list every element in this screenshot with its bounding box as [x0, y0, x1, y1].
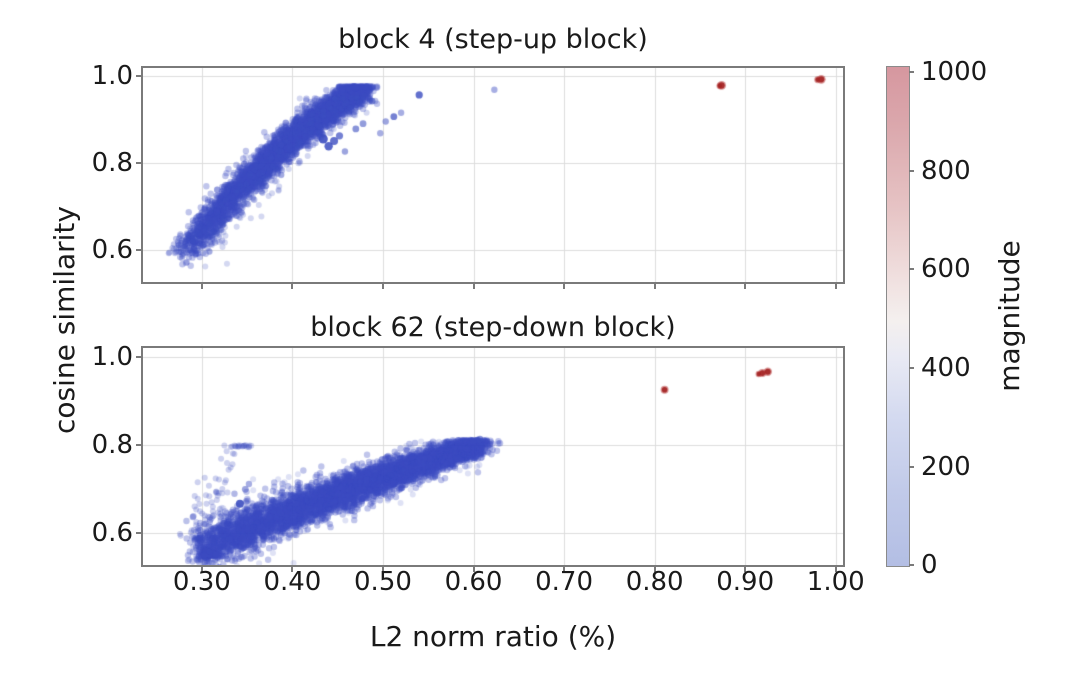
- plot-title-block-4: block 4 (step-up block): [338, 24, 648, 55]
- scatter-plot-block-62: [141, 346, 845, 567]
- x-tick-mark: [563, 567, 566, 572]
- x-tick-mark: [744, 284, 747, 289]
- colorbar-tick-label: 200: [921, 451, 971, 482]
- x-tick-mark: [563, 284, 566, 289]
- x-tick-mark: [200, 284, 203, 289]
- colorbar-tick-label: 1000: [921, 57, 988, 87]
- colorbar-tick-label: 600: [921, 254, 971, 285]
- x-tick-mark: [834, 567, 837, 572]
- y-tick-label: 1.0: [91, 342, 133, 373]
- colorbar-tick-mark: [909, 465, 914, 468]
- x-tick-label: 0.70: [535, 567, 594, 597]
- x-tick-mark: [200, 567, 203, 572]
- x-tick-label: 0.90: [716, 567, 775, 597]
- colorbar-label: magnitude: [993, 240, 1026, 392]
- x-tick-label: 0.80: [625, 567, 684, 597]
- y-tick-label: 0.8: [91, 147, 133, 178]
- colorbar-tick-mark: [909, 366, 914, 369]
- scatter-canvas-block-62: [143, 348, 843, 565]
- y-tick-mark: [136, 444, 141, 447]
- y-tick-mark: [136, 356, 141, 359]
- y-tick-mark: [136, 248, 141, 251]
- y-tick-label: 0.8: [91, 430, 133, 461]
- x-tick-mark: [472, 567, 475, 572]
- scatter-canvas-block-4: [143, 68, 843, 282]
- x-tick-label: 0.50: [354, 567, 412, 597]
- y-tick-label: 1.0: [91, 60, 133, 91]
- x-tick-mark: [381, 567, 384, 572]
- y-axis-label: cosine similarity: [48, 206, 81, 434]
- x-tick-mark: [744, 567, 747, 572]
- y-tick-label: 0.6: [91, 518, 133, 549]
- x-tick-mark: [834, 284, 837, 289]
- y-tick-label: 0.6: [91, 234, 133, 265]
- colorbar-tick-mark: [909, 169, 914, 172]
- x-tick-mark: [653, 567, 656, 572]
- x-axis-label: L2 norm ratio (%): [369, 620, 617, 653]
- x-tick-mark: [291, 284, 294, 289]
- colorbar-tick-label: 0: [921, 550, 938, 581]
- x-tick-label: 1.00: [806, 567, 865, 597]
- y-tick-mark: [136, 532, 141, 535]
- scatter-plot-block-4: [141, 66, 845, 284]
- colorbar-tick-mark: [909, 268, 914, 271]
- x-tick-label: 0.40: [263, 567, 322, 597]
- x-tick-mark: [653, 284, 656, 289]
- colorbar-tick-mark: [909, 564, 914, 567]
- x-tick-label: 0.60: [444, 567, 503, 597]
- colorbar-tick-mark: [909, 71, 914, 73]
- x-tick-mark: [291, 567, 294, 572]
- plot-title-block-62: block 62 (step-down block): [310, 312, 676, 343]
- y-tick-mark: [136, 74, 141, 77]
- x-tick-mark: [381, 284, 384, 289]
- colorbar-tick-label: 800: [921, 155, 971, 186]
- colorbar: [886, 66, 910, 567]
- y-tick-mark: [136, 161, 141, 164]
- x-tick-label: 0.30: [172, 567, 231, 597]
- colorbar-tick-label: 400: [921, 352, 971, 383]
- x-tick-mark: [472, 284, 475, 289]
